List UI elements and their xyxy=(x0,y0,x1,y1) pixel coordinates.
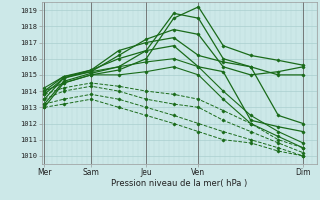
X-axis label: Pression niveau de la mer( hPa ): Pression niveau de la mer( hPa ) xyxy=(111,179,247,188)
